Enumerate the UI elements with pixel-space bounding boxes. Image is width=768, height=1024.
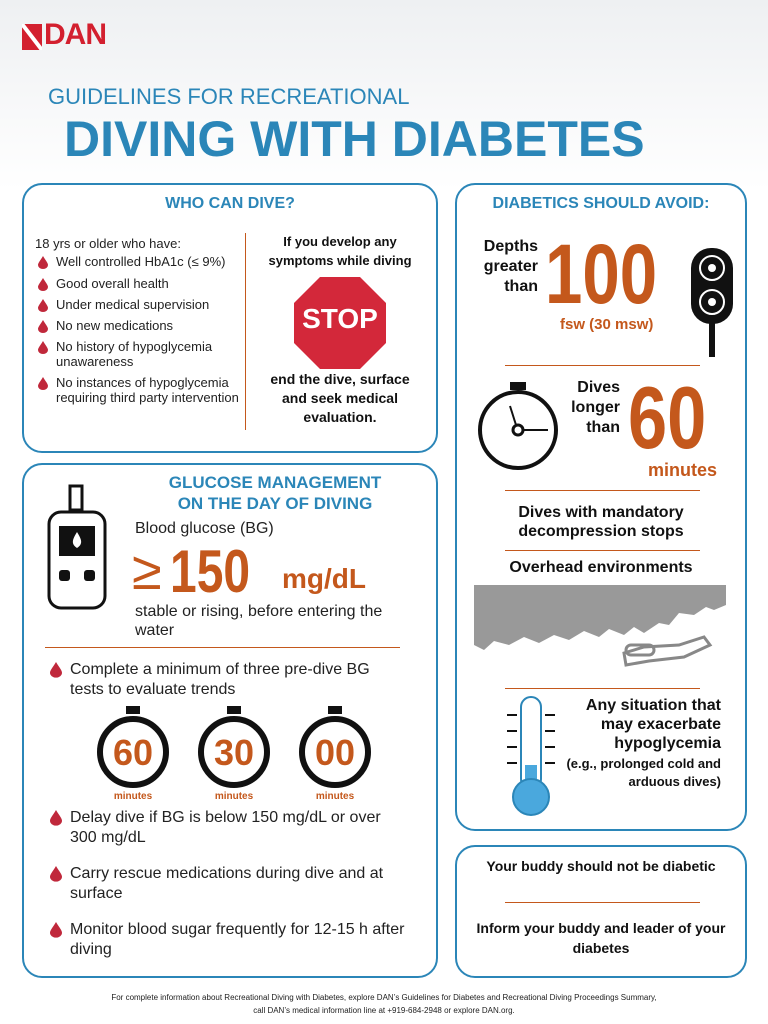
list-item: Monitor blood sugar frequently for 12-15… xyxy=(50,920,410,960)
overhead: Overhead environments xyxy=(509,559,693,576)
list-item: Delay dive if BG is below 150 mg/dL or o… xyxy=(50,808,410,848)
bg-symbol: ≥ xyxy=(132,541,162,601)
heading: DIABETICS SHOULD AVOID: xyxy=(492,195,710,212)
heading-line: ON THE DAY OF DIVING xyxy=(177,494,373,513)
bullet-drop xyxy=(50,662,62,678)
list-item: Carry rescue medications during dive and… xyxy=(50,864,410,904)
stop-text: STOP xyxy=(302,303,378,334)
timer-icon xyxy=(97,706,169,788)
divider xyxy=(245,233,246,430)
divider xyxy=(505,550,700,551)
timer-number: 60 xyxy=(112,732,154,773)
depth-value: 100 xyxy=(545,227,658,321)
title: DIVING WITH DIABETES xyxy=(64,111,645,167)
bg-value: 150 xyxy=(170,538,251,605)
item-text: Under medical supervision xyxy=(56,297,210,312)
bullet-drop xyxy=(38,278,48,291)
buddy-line: Your buddy should not be diabetic xyxy=(486,858,716,874)
footer-line: For complete information about Recreatio… xyxy=(111,993,657,1002)
item-text: No new medications xyxy=(56,318,174,333)
bullet-drop xyxy=(38,377,48,390)
item-text: No instances of hypoglycemia requiring t… xyxy=(56,375,239,405)
heading-line: GLUCOSE MANAGEMENT xyxy=(168,473,382,492)
buddy-line: Inform your buddy and leader of your dia… xyxy=(476,920,726,956)
buddy-box xyxy=(455,845,747,978)
timer-number: 30 xyxy=(213,732,255,773)
bullet-drop xyxy=(38,341,48,354)
heading: WHO CAN DIVE? xyxy=(165,195,295,212)
stop-bottom: end the dive, surface and seek medical e… xyxy=(270,371,410,425)
logo-flag xyxy=(22,24,42,50)
duration-unit: minutes xyxy=(648,460,718,480)
gauge-icon xyxy=(691,248,733,357)
stop-top: If you develop any symptoms while diving xyxy=(268,234,412,268)
timer-icon xyxy=(198,706,270,788)
intro: 18 yrs or older who have: xyxy=(35,236,181,251)
depth-text: Depths greater than xyxy=(483,238,538,295)
item-text: Monitor blood sugar frequently for 12-15… xyxy=(70,921,405,958)
bullet-drop xyxy=(38,320,48,333)
list-item: Under medical supervision xyxy=(38,297,243,312)
list-item: Complete a minimum of three pre-dive BG … xyxy=(50,660,400,700)
duration-text: Dives longer than xyxy=(571,379,620,436)
divider xyxy=(505,490,700,491)
list-item: No new medications xyxy=(38,318,243,333)
timer-label: minutes xyxy=(315,791,355,802)
cave-icon xyxy=(474,585,726,667)
bg-note: stable or rising, before entering the wa… xyxy=(135,603,383,639)
timer-label: minutes xyxy=(214,791,254,802)
divider xyxy=(45,647,400,648)
situation-note: (e.g., prolonged cold and arduous dives) xyxy=(566,756,721,789)
list-item: Well controlled HbA1c (≤ 9%) xyxy=(38,254,243,269)
bg-unit: mg/dL xyxy=(282,563,366,594)
timer-label: minutes xyxy=(113,791,153,802)
footer: For complete information about Recreatio… xyxy=(0,991,768,1017)
depth-unit: fsw (30 msw) xyxy=(560,316,654,333)
item-text: Carry rescue medications during dive and… xyxy=(70,865,384,902)
list-item: No history of hypoglycemia unawareness xyxy=(38,339,243,369)
divider xyxy=(505,688,700,689)
bullet-drop xyxy=(50,810,62,826)
bullet-drop xyxy=(50,922,62,938)
logo: DAN xyxy=(44,18,107,51)
heading: GLUCOSE MANAGEMENT ON THE DAY OF DIVING xyxy=(110,472,440,514)
meter-icon xyxy=(47,484,107,610)
bullet-drop xyxy=(50,866,62,882)
duration-value: 60 xyxy=(628,368,707,467)
stopwatch-icon xyxy=(478,382,558,470)
timer-icon xyxy=(299,706,371,788)
thermometer-icon xyxy=(507,696,555,816)
bg-label: Blood glucose (BG) xyxy=(135,520,274,537)
item-text: Well controlled HbA1c (≤ 9%) xyxy=(56,254,226,269)
deco: Dives with mandatory decompression stops xyxy=(518,504,684,540)
subtitle: GUIDELINES FOR RECREATIONAL xyxy=(48,84,410,109)
item-text: No history of hypoglycemia unawareness xyxy=(56,339,213,369)
list-item: No instances of hypoglycemia requiring t… xyxy=(38,375,243,405)
situation: Any situation that may exacerbate hypogl… xyxy=(585,697,721,752)
stop-sign xyxy=(294,277,386,369)
item-text: Complete a minimum of three pre-dive BG … xyxy=(70,661,370,698)
timer-number: 00 xyxy=(314,732,356,773)
item-text: Delay dive if BG is below 150 mg/dL or o… xyxy=(70,809,381,846)
footer-line: call DAN’s medical information line at +… xyxy=(253,1006,515,1015)
list-item: Good overall health xyxy=(38,276,243,291)
bullet-drop xyxy=(38,256,48,269)
divider xyxy=(505,902,700,903)
divider xyxy=(505,365,700,366)
item-text: Good overall health xyxy=(56,276,169,291)
bullet-drop xyxy=(38,299,48,312)
